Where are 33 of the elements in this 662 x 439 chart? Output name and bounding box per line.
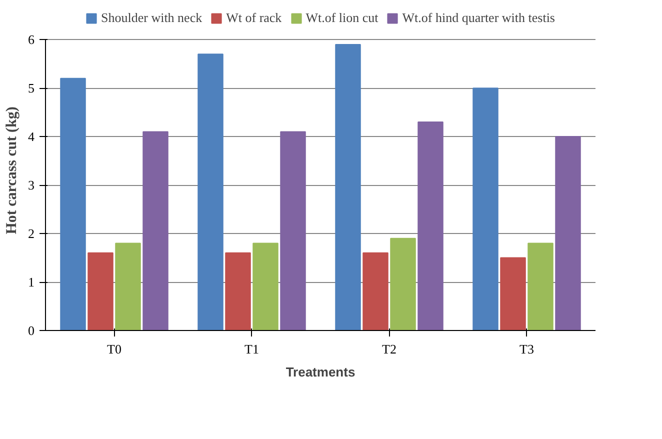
y-tick-label: 6 (28, 32, 35, 48)
bar (500, 257, 526, 330)
bar (115, 242, 141, 330)
bar (472, 88, 498, 330)
bar (60, 78, 86, 330)
bar (225, 252, 251, 330)
bar (335, 44, 361, 330)
legend-label: Wt.of hind quarter with testis (402, 10, 555, 26)
x-tick-label: T0 (107, 342, 122, 356)
bar (198, 54, 224, 330)
y-tick-label: 2 (28, 226, 34, 242)
y-tick-label: 5 (28, 80, 34, 96)
bar (555, 136, 581, 330)
bar (280, 131, 306, 330)
bar (418, 122, 444, 330)
legend-label: Shoulder with neck (101, 10, 202, 26)
bar (252, 242, 278, 330)
bar (390, 238, 416, 330)
bar (88, 252, 114, 330)
x-tick-label: T3 (520, 342, 534, 356)
y-tick-label: 1 (28, 274, 34, 290)
x-axis-title: Treatments (286, 364, 356, 380)
x-tick-label: T1 (244, 342, 259, 356)
legend-label: Wt of rack (226, 10, 282, 26)
bar (142, 131, 168, 330)
bar (362, 252, 388, 330)
y-axis-title: Hot carcass cut (kg) (4, 106, 20, 234)
y-tick-label: 3 (28, 178, 34, 193)
legend-label: Wt.of lion cut (306, 10, 378, 26)
x-tick-label: T2 (382, 342, 396, 356)
y-tick-label: 0 (28, 323, 34, 338)
bar (528, 242, 554, 330)
y-tick-label: 4 (28, 129, 35, 144)
